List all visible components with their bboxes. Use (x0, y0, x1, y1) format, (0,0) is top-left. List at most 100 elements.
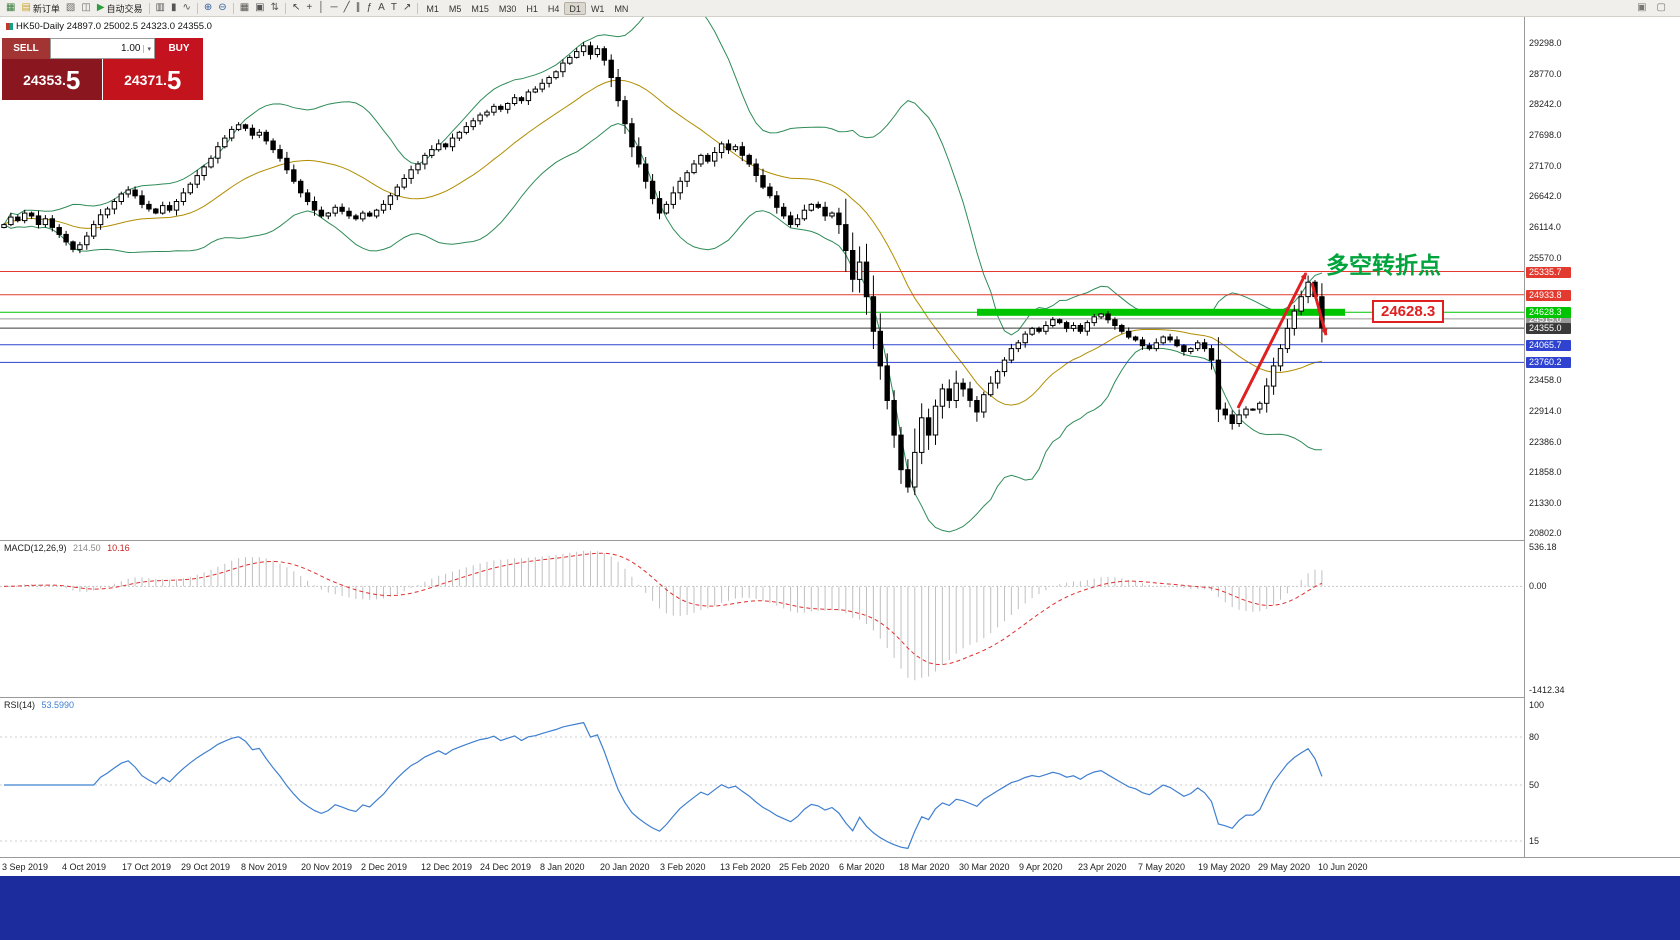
price-axis-label: 22914.0 (1529, 406, 1562, 416)
price-axis-label: 536.18 (1529, 542, 1557, 552)
toolbar-separator (196, 2, 198, 14)
text-button[interactable]: A (378, 2, 385, 13)
timeframe-m1[interactable]: M1 (426, 3, 439, 14)
label-button[interactable]: T (390, 2, 397, 13)
timeframe-h4[interactable]: H4 (547, 3, 560, 14)
price-axis-label: 21330.0 (1529, 498, 1562, 508)
vertical-line-button[interactable]: │ (318, 2, 325, 13)
price-axis-label: 0.00 (1529, 581, 1547, 591)
price-axis-label: 22386.0 (1529, 437, 1562, 447)
line-chart-button[interactable]: ∿ (182, 2, 191, 13)
down-trend-arrow (1310, 282, 1328, 336)
new-chart-icon[interactable]: ▦ (6, 2, 16, 13)
toolbar-right-icons: ▣ ▢ (1634, 1, 1677, 15)
new-order-button[interactable]: ▤ 新订单 (21, 2, 60, 14)
candlesticks (1, 41, 1325, 496)
sell-button[interactable]: SELL (2, 38, 50, 59)
price-axis-label: 25570.0 (1529, 253, 1562, 263)
horizontal-line-button[interactable]: ─ (330, 2, 338, 13)
date-axis[interactable]: 3 Sep 2019 4 Oct 2019 17 Oct 2019 29 Oct 20… (0, 858, 1680, 876)
buy-button[interactable]: BUY (155, 38, 203, 59)
date-label: 7 May 2020 (1138, 862, 1186, 872)
price-axis-label: -1412.34 (1529, 685, 1565, 695)
macd-label: MACD(12,26,9) 214.50 10.16 (4, 543, 130, 553)
timeframe-mn[interactable]: MN (614, 3, 629, 14)
date-label: 8 Nov 2019 (241, 862, 288, 872)
sell-price-big-digit: 5 (65, 64, 81, 95)
timeframe-m30[interactable]: M30 (498, 3, 517, 14)
price-axis-label: 23458.0 (1529, 375, 1562, 385)
arrows-button[interactable]: ↗ (402, 2, 412, 13)
dock-icon[interactable]: ▣ (1637, 2, 1647, 13)
bollinger-middle-band (3, 79, 1322, 406)
rsi-line (4, 721, 1323, 850)
date-label: 20 Jan 2020 (600, 862, 650, 872)
tile-windows-button[interactable]: ▦ (239, 2, 250, 13)
crosshair-button[interactable]: + (306, 2, 313, 13)
rsi-panel[interactable]: RSI(14) 53.5990 (0, 698, 1524, 857)
turning-point-annotation: 多空转折点 (1326, 252, 1441, 278)
price-axis-label: 28770.0 (1529, 69, 1562, 79)
price-axis-label: 20802.0 (1529, 528, 1562, 538)
toolbar-separator (232, 2, 234, 14)
support-band (977, 308, 1345, 316)
price-line-label: 24355.0 (1526, 323, 1571, 334)
fibonacci-button[interactable]: ƒ (366, 2, 373, 13)
timeframe-w1[interactable]: W1 (590, 3, 605, 14)
panel-separator[interactable] (0, 697, 1680, 698)
price-axis-label: 26642.0 (1529, 191, 1562, 201)
date-label: 23 Apr 2020 (1078, 862, 1127, 872)
date-label: 17 Oct 2019 (122, 862, 172, 872)
toolbar-separator (417, 2, 419, 14)
toolbar-buttons: ▦ ▤ 新订单 ▧ ◫ ▶ 自动交易 ▥ ▮ ∿ ⊕ ⊖ ▦ ▣ ⇅ ↖ + │ ─ ╱ ∥ ƒ A T ↗ (3, 1, 421, 15)
macd-panel[interactable]: MACD(12,26,9) 214.50 10.16 (0, 541, 1524, 697)
price-axis-label: 15 (1529, 836, 1540, 846)
cursor-button[interactable]: ↖ (291, 2, 301, 13)
zoom-in-button[interactable]: ⊕ (203, 2, 213, 13)
data-window-icon[interactable]: ◫ (81, 2, 91, 13)
price-line-label: 23760.2 (1526, 357, 1571, 368)
zoom-out-button[interactable]: ⊖ (218, 2, 227, 13)
macd-histogram (10, 550, 1323, 681)
price-chart-panel[interactable] (0, 17, 1524, 540)
bar-chart-button[interactable]: ▥ (155, 2, 165, 13)
date-label: 24 Dec 2019 (480, 862, 532, 872)
macd-canvas[interactable] (0, 541, 1524, 697)
panel-separator[interactable] (0, 540, 1680, 541)
volume-spinner-icon[interactable]: ▾ (143, 44, 151, 53)
buy-price-button[interactable]: 24371. 5 (102, 59, 203, 100)
window-icon[interactable]: ▢ (1656, 2, 1666, 13)
price-tag-annotation[interactable]: 24628.3 (1372, 300, 1445, 323)
timeframe-d1[interactable]: D1 (564, 1, 586, 15)
trendline-button[interactable]: ╱ (343, 2, 350, 13)
price-axis-label: 27698.0 (1529, 130, 1562, 140)
one-click-trading-widget: SELL 1.00 ▾ BUY 24353. 5 24371. 5 (2, 38, 203, 100)
date-label: 19 May 2020 (1198, 862, 1251, 872)
price-axis-label: 26114.0 (1529, 222, 1561, 232)
date-label: 2 Dec 2019 (361, 862, 408, 872)
bollinger-upper-band (3, 17, 1323, 336)
timeframe-m15[interactable]: M15 (471, 3, 489, 14)
volume-value: 1.00 (121, 43, 141, 54)
rsi-canvas[interactable] (0, 698, 1524, 857)
chart-symbol-icon (6, 23, 13, 30)
price-line-label: 24515.0 (1526, 314, 1571, 325)
volume-input[interactable]: 1.00 ▾ (50, 38, 155, 59)
arrange-windows-button[interactable]: ⇅ (270, 2, 279, 13)
timeframe-m5[interactable]: M5 (448, 3, 462, 14)
price-axis[interactable]: 29298.0 28770.0 28242.0 27698.0 27170.0 26642… (1524, 17, 1680, 857)
price-chart-canvas[interactable] (0, 17, 1524, 540)
charts-profile-icon[interactable]: ▧ (65, 2, 76, 13)
autotrading-button[interactable]: ▶ 自动交易 (96, 2, 143, 14)
candlestick-chart-button[interactable]: ▮ (171, 2, 177, 13)
date-label: 9 Apr 2020 (1019, 862, 1063, 872)
cascade-windows-button[interactable]: ▣ (255, 2, 265, 13)
date-label: 6 Mar 2020 (839, 862, 885, 872)
price-axis-label: 100 (1529, 700, 1545, 710)
timeframe-h1[interactable]: H1 (526, 3, 538, 14)
sell-price-button[interactable]: 24353. 5 (2, 59, 103, 100)
date-label: 8 Jan 2020 (540, 862, 585, 872)
date-label: 3 Sep 2019 (2, 862, 49, 872)
channel-button[interactable]: ∥ (355, 2, 361, 13)
bollinger-lower-band (3, 122, 1322, 533)
